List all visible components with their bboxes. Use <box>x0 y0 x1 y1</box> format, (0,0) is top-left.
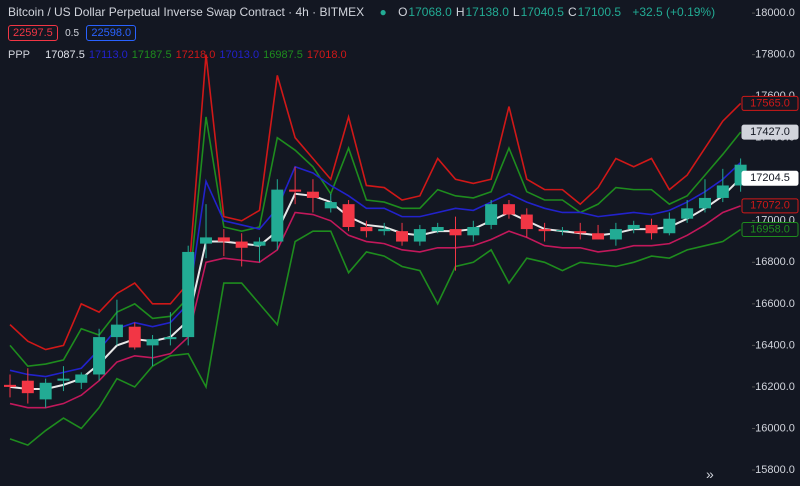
indicator-value: 16987.5 <box>263 49 303 61</box>
y-tick-label: 18000.0 <box>755 7 795 19</box>
price-label: 17204.5 <box>750 172 790 184</box>
indicator-line <box>9 205 741 409</box>
y-tick-label: 16400.0 <box>755 339 795 351</box>
candle-body <box>182 251 195 338</box>
candle-body <box>502 204 515 215</box>
indicator-row: PPP 17087.5 17113.0 17187.5 17218.0 17013.0 1… <box>8 49 351 61</box>
indicator-line <box>9 54 742 351</box>
candle-body <box>360 227 373 232</box>
price-label: 17565.0 <box>750 97 790 109</box>
candle-body <box>21 380 34 394</box>
candle-body <box>627 224 640 230</box>
title: Bitcoin / US Dollar Perpetual Inverse Sw… <box>8 5 365 19</box>
candle-body <box>4 384 16 387</box>
price-label-box <box>741 124 799 140</box>
candle-body <box>324 202 337 209</box>
candle-body <box>39 382 52 400</box>
candle-body <box>681 208 694 219</box>
indicator-line <box>9 228 742 446</box>
price-label-box <box>741 95 799 111</box>
ohlc-value: 17138.0 <box>465 5 509 19</box>
candle-body <box>235 241 248 248</box>
status-dot: ● <box>379 5 387 19</box>
candle-body <box>609 229 622 240</box>
y-tick-label: 16600.0 <box>755 298 795 310</box>
candle-body <box>75 374 88 383</box>
scroll-button[interactable]: » <box>706 466 714 482</box>
y-tick-label: 15800.0 <box>755 464 795 476</box>
candle-body <box>164 337 177 340</box>
candle-body <box>289 189 302 192</box>
candle-body <box>128 326 141 348</box>
price-label-box <box>741 170 799 186</box>
candle-body <box>146 339 159 346</box>
candle-body <box>306 191 319 198</box>
indicator-value: 17013.0 <box>219 49 260 61</box>
candle-body <box>592 233 605 240</box>
ohlc-key: C <box>567 5 577 19</box>
ohlc: O17068.0 H17138.0 L17040.5 C17100.5 <box>398 5 625 19</box>
candle-body <box>57 378 70 381</box>
y-tick-label: 16800.0 <box>755 256 795 268</box>
indicator-value: 17113.0 <box>88 49 128 61</box>
y-tick-label: 16200.0 <box>755 381 795 393</box>
price-label-box <box>741 222 799 237</box>
indicator-line <box>9 116 742 368</box>
candle-body <box>520 214 533 230</box>
ohlc-value: 17040.5 <box>520 5 564 19</box>
ohlc-key: O <box>398 5 408 19</box>
y-tick-label: 17800.0 <box>755 49 795 61</box>
ohlc-key: L <box>512 5 520 19</box>
price-label: 17072.0 <box>750 200 790 212</box>
price-label-box <box>741 198 799 214</box>
candle-body <box>574 231 587 234</box>
candle-body <box>253 241 266 246</box>
indicator-line <box>9 177 742 391</box>
price-label: 17427.0 <box>750 126 790 138</box>
ohlc-value: 17068.0 <box>408 5 452 19</box>
candle-body <box>413 229 426 242</box>
indicator-value: 17187.5 <box>131 49 172 61</box>
candle-body <box>485 204 498 225</box>
candle-body <box>538 229 551 232</box>
sell-button[interactable]: 22597.5 <box>8 25 58 41</box>
indicator-value: 17087.5 <box>45 49 85 61</box>
candle-body <box>431 227 444 232</box>
candle-body <box>217 237 230 242</box>
candle-body <box>271 189 284 242</box>
candle-body <box>378 229 391 232</box>
candle-body <box>342 204 355 228</box>
candle-body <box>93 337 106 375</box>
ohlc-key: H <box>455 5 465 19</box>
candle-body <box>698 197 711 209</box>
candle-body <box>663 218 676 234</box>
ohlc-value: 17100.5 <box>577 5 622 19</box>
header: Bitcoin / US Dollar Perpetual Inverse Sw… <box>8 5 719 19</box>
candle-body <box>645 224 658 234</box>
y-tick-label: 16000.0 <box>755 422 795 434</box>
indicator-name: PPP <box>8 49 31 61</box>
candle-body <box>449 229 462 236</box>
candle-body <box>396 231 409 242</box>
candle-body <box>716 185 729 198</box>
spread: 0.5 <box>65 28 80 39</box>
candle-body <box>200 237 213 244</box>
trade-row: 22597.5 0.5 22598.0 <box>8 25 140 41</box>
buy-button[interactable]: 22598.0 <box>86 25 137 41</box>
price-label: 16958.0 <box>750 223 790 235</box>
change: +32.5 (+0.19%) <box>632 5 716 19</box>
indicator-line <box>9 162 742 378</box>
candle-body <box>556 230 569 232</box>
candle-body <box>110 324 123 338</box>
candle-body <box>467 227 480 236</box>
indicator-value: 17218.0 <box>175 49 216 61</box>
indicator-value: 17018.0 <box>306 49 347 61</box>
